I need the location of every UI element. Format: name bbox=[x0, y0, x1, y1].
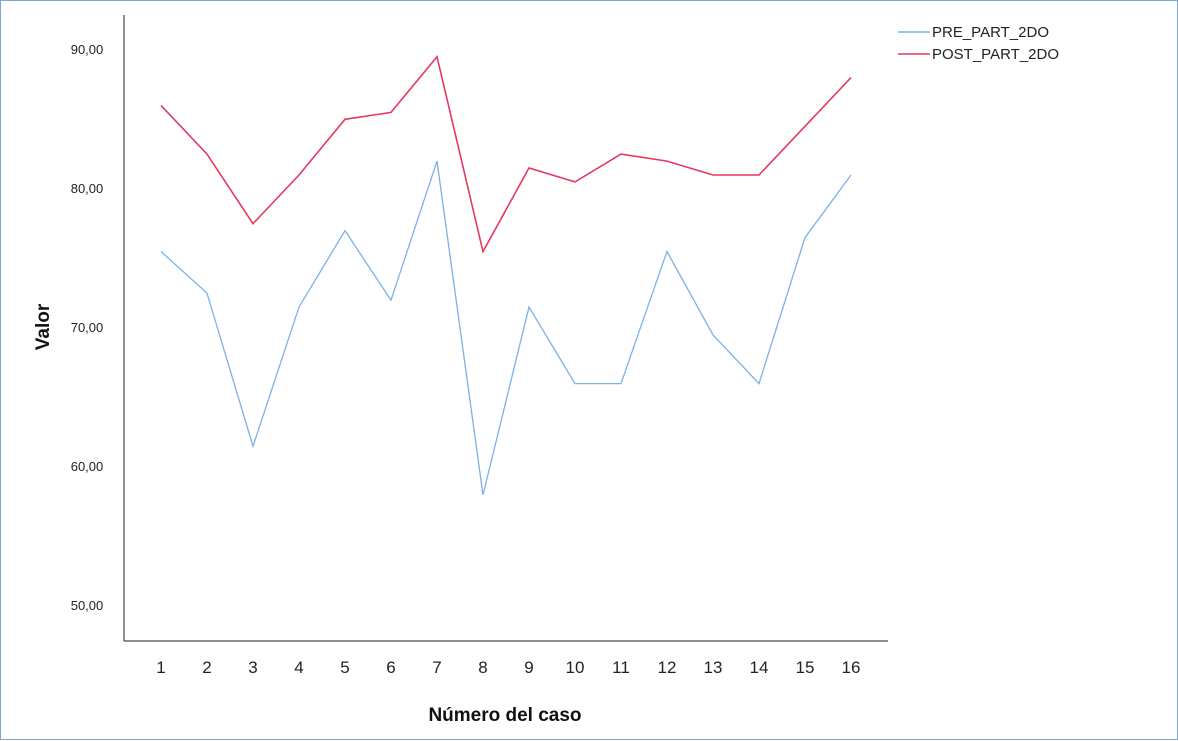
legend: PRE_PART_2DO POST_PART_2DO bbox=[898, 24, 1059, 63]
x-tick-label: 5 bbox=[340, 658, 349, 677]
x-tick-label: 16 bbox=[842, 658, 861, 677]
x-tick-label: 6 bbox=[386, 658, 395, 677]
series-line-post-part-2do bbox=[160, 54, 852, 254]
y-tick-label: 80,00 bbox=[71, 181, 104, 196]
y-axis-title: Valor bbox=[33, 303, 54, 350]
x-tick-label: 14 bbox=[750, 658, 769, 677]
x-tick-label: 13 bbox=[704, 658, 723, 677]
legend-label: POST_PART_2DO bbox=[932, 46, 1059, 63]
y-tick-label: 50,00 bbox=[71, 598, 104, 613]
x-tick-label: 11 bbox=[612, 658, 630, 677]
x-tick-label: 4 bbox=[294, 658, 303, 677]
x-tick-label: 12 bbox=[658, 658, 677, 677]
series-lines bbox=[160, 54, 852, 496]
x-tick-label: 10 bbox=[566, 658, 585, 677]
y-tick-label: 70,00 bbox=[71, 320, 104, 335]
series-line-pre-part-2do bbox=[160, 160, 852, 496]
x-tick-label: 3 bbox=[248, 658, 257, 677]
x-tick-label: 8 bbox=[478, 658, 487, 677]
x-tick-label: 15 bbox=[796, 658, 815, 677]
x-tick-label: 2 bbox=[202, 658, 211, 677]
x-axis-title: Número del caso bbox=[428, 705, 581, 726]
y-tick-label: 60,00 bbox=[71, 459, 104, 474]
x-tick-label: 7 bbox=[432, 658, 441, 677]
x-tick-label: 1 bbox=[156, 658, 165, 677]
legend-label: PRE_PART_2DO bbox=[932, 24, 1049, 41]
x-tick-label: 9 bbox=[524, 658, 533, 677]
y-tick-label: 90,00 bbox=[71, 42, 104, 57]
